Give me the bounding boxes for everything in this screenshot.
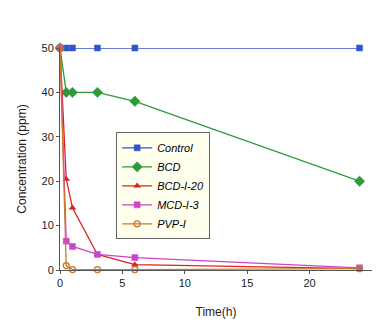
svg-text:15: 15 bbox=[241, 277, 253, 289]
svg-text:10: 10 bbox=[42, 219, 54, 231]
svg-text:50: 50 bbox=[42, 42, 54, 54]
svg-text:5: 5 bbox=[119, 277, 125, 289]
svg-text:20: 20 bbox=[42, 175, 54, 187]
svg-text:MCD-I-3: MCD-I-3 bbox=[157, 199, 199, 211]
svg-text:BCD: BCD bbox=[157, 161, 180, 173]
svg-text:Control: Control bbox=[157, 142, 193, 154]
svg-text:Time(h): Time(h) bbox=[196, 305, 237, 319]
svg-text:Concentration (ppm): Concentration (ppm) bbox=[15, 104, 29, 213]
svg-text:0: 0 bbox=[48, 264, 54, 276]
svg-text:30: 30 bbox=[42, 131, 54, 143]
svg-text:0: 0 bbox=[57, 277, 63, 289]
svg-text:20: 20 bbox=[303, 277, 315, 289]
svg-text:BCD-I-20: BCD-I-20 bbox=[157, 180, 204, 192]
svg-text:PVP-I: PVP-I bbox=[157, 218, 186, 230]
svg-text:10: 10 bbox=[179, 277, 191, 289]
svg-text:40: 40 bbox=[42, 86, 54, 98]
